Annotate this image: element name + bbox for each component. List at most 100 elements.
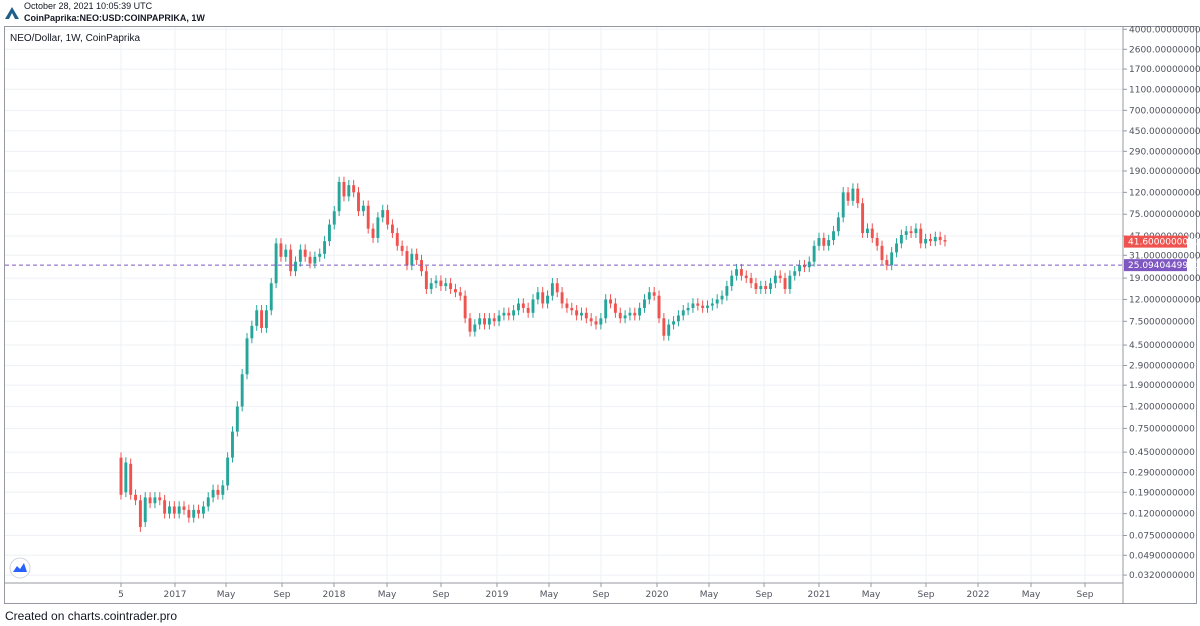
- candle-body: [153, 497, 157, 504]
- candle-body: [846, 192, 850, 201]
- candle-body: [890, 252, 894, 266]
- candle-body: [507, 312, 511, 316]
- cointrader-logo-icon: [5, 7, 19, 19]
- candle-body: [580, 312, 583, 316]
- candle-body: [463, 295, 467, 319]
- candle-body: [512, 310, 516, 316]
- candle-body: [478, 318, 482, 325]
- candle-body: [899, 234, 903, 244]
- y-tick-label: 19.0000000000: [1129, 274, 1200, 284]
- header-symbol: CoinPaprika:NEO:USD:COINPAPRIKA, 1W: [24, 13, 205, 23]
- x-tick-label: 2020: [646, 590, 669, 600]
- candle-body: [226, 457, 230, 486]
- candle-body: [570, 307, 574, 311]
- candle-body: [129, 463, 133, 495]
- candle-body: [618, 312, 622, 319]
- candle-body: [609, 299, 613, 304]
- candle-body: [308, 256, 312, 264]
- y-tick-label: 12.0000000000: [1129, 295, 1200, 305]
- y-tick-label: 0.0320000000: [1129, 571, 1195, 581]
- candle-body: [318, 253, 322, 257]
- tradingview-logo-icon[interactable]: [9, 557, 31, 579]
- x-tick-label: May: [378, 590, 397, 600]
- candle-body: [201, 506, 205, 514]
- candle-body: [623, 315, 627, 319]
- candle-body: [250, 325, 254, 339]
- candle-body: [565, 303, 569, 308]
- candle-body: [735, 269, 739, 276]
- candle-body: [880, 245, 884, 261]
- x-tick-label: 2019: [486, 590, 509, 600]
- x-tick-label: May: [700, 590, 719, 600]
- candle-body: [555, 283, 559, 293]
- candle-body: [192, 509, 196, 518]
- chart-header: October 28, 2021 10:05:39 UTC CoinPaprik…: [0, 0, 1200, 26]
- x-tick-label: 2022: [967, 590, 990, 600]
- candle-body: [851, 188, 855, 201]
- candle-body: [633, 312, 637, 316]
- candle-body: [284, 249, 288, 257]
- candle-body: [371, 228, 375, 238]
- candle-body: [260, 310, 264, 328]
- candle-body: [197, 509, 201, 514]
- candle-body: [235, 406, 239, 432]
- candle-body: [667, 324, 671, 336]
- candle-body: [904, 231, 908, 235]
- candle-body: [517, 303, 520, 311]
- candle-body: [909, 231, 913, 234]
- candle-body: [231, 431, 234, 458]
- candle-body: [468, 318, 472, 332]
- candle-body: [172, 506, 176, 514]
- candle-body: [294, 261, 297, 272]
- candle-body: [550, 283, 554, 296]
- candle-body: [720, 295, 724, 300]
- y-tick-label: 190.0000000000: [1129, 167, 1200, 177]
- candle-body: [206, 497, 210, 507]
- candle-body: [168, 506, 171, 514]
- chart-title: NEO/Dollar, 1W, CoinPaprika: [10, 33, 140, 44]
- candle-body: [289, 249, 293, 272]
- y-tick-label: 31.0000000000: [1129, 251, 1200, 261]
- x-tick-label: 2017: [164, 590, 187, 600]
- x-tick-label: May: [540, 590, 559, 600]
- candle-body: [497, 315, 501, 322]
- candle-body: [643, 299, 646, 308]
- candle-body: [613, 303, 617, 313]
- last-price-tag: 41.6000000000: [1128, 238, 1200, 248]
- y-tick-label: 4.5000000000: [1129, 341, 1195, 351]
- candle-body: [652, 292, 656, 296]
- x-tick-label: Sep: [274, 590, 291, 600]
- candle-body: [924, 239, 928, 244]
- y-tick-label: 7.5000000000: [1129, 317, 1195, 327]
- candle-body: [352, 185, 356, 193]
- candle-body: [502, 312, 506, 316]
- candle-body: [773, 275, 777, 284]
- candle-body: [386, 210, 390, 225]
- candle-body: [395, 233, 399, 246]
- candle-body: [439, 280, 443, 287]
- candle-body: [870, 228, 874, 238]
- candle-body: [119, 457, 123, 495]
- candle-body: [861, 203, 865, 234]
- x-tick-label: 2021: [808, 590, 831, 600]
- last-price-tag-bg: [1124, 235, 1187, 248]
- footer-credit: Created on charts.cointrader.pro: [5, 609, 178, 623]
- y-tick-label: 1100.0000000000: [1129, 85, 1200, 95]
- candle-body: [361, 205, 365, 212]
- candle-body: [919, 228, 923, 244]
- y-tick-label: 450.0000000000: [1129, 127, 1200, 137]
- candle-body: [134, 494, 137, 501]
- candle-body: [836, 217, 840, 232]
- candle-body: [429, 283, 433, 290]
- candle-body: [521, 303, 525, 308]
- candle-body: [865, 228, 869, 234]
- y-tick-label: 0.1200000000: [1129, 510, 1195, 520]
- y-tick-label: 1700.0000000000: [1129, 65, 1200, 75]
- candle-body: [357, 192, 360, 212]
- candle-body: [182, 506, 186, 510]
- candle-body: [434, 280, 438, 284]
- candle-body: [526, 307, 530, 313]
- candle-body: [841, 192, 845, 218]
- candle-body: [390, 224, 394, 234]
